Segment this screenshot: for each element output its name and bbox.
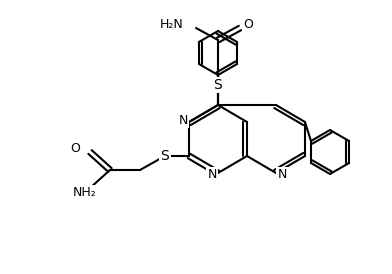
- Text: O: O: [70, 142, 80, 156]
- Text: NH₂: NH₂: [73, 187, 97, 199]
- Text: O: O: [243, 19, 253, 32]
- Text: S: S: [214, 78, 222, 92]
- Text: N: N: [178, 113, 188, 127]
- Text: N: N: [277, 169, 287, 181]
- Text: H₂N: H₂N: [160, 19, 184, 32]
- Text: N: N: [207, 169, 217, 181]
- Text: S: S: [161, 149, 169, 163]
